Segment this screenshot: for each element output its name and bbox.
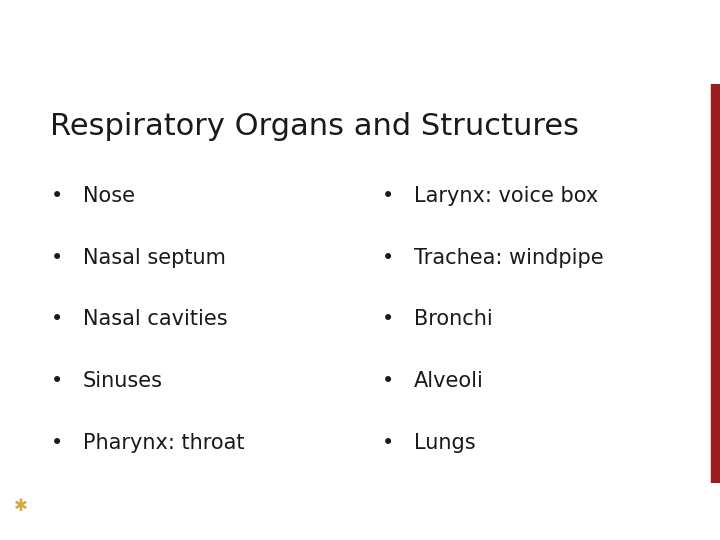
Text: •: •: [50, 309, 63, 329]
Text: May not be scanned, copied or duplicated, or posted to a publicly accessible web: May not be scanned, copied or duplicated…: [158, 518, 562, 528]
Text: HEALTH SCIENCE: HEALTH SCIENCE: [133, 47, 250, 60]
Text: SIMMERS: SIMMERS: [22, 15, 76, 25]
Text: Pharynx: throat: Pharynx: throat: [83, 433, 244, 454]
Text: Larynx: voice box: Larynx: voice box: [414, 186, 598, 206]
Text: Trachea: windpipe: Trachea: windpipe: [414, 247, 603, 267]
Text: •: •: [50, 372, 63, 392]
Text: •: •: [382, 186, 394, 206]
Text: •: •: [382, 309, 394, 329]
Text: •: •: [382, 247, 394, 267]
Text: Lungs: Lungs: [414, 433, 476, 454]
Text: •: •: [382, 372, 394, 392]
Text: •: •: [50, 247, 63, 267]
Text: •: •: [50, 186, 63, 206]
Text: Copyright © 2014 Cengage Learning. All Rights Reserved.: Copyright © 2014 Cengage Learning. All R…: [248, 497, 472, 506]
Text: •: •: [50, 433, 63, 454]
Text: ✱: ✱: [14, 497, 28, 516]
Text: Nose: Nose: [83, 186, 135, 206]
Text: Nasal septum: Nasal septum: [83, 247, 225, 267]
Text: CENGAGE: CENGAGE: [47, 495, 102, 505]
Text: Learning®: Learning®: [47, 518, 103, 529]
Text: DHO: DHO: [22, 25, 134, 68]
Text: •: •: [382, 433, 394, 454]
Text: Nasal cavities: Nasal cavities: [83, 309, 228, 329]
Text: Bronchi: Bronchi: [414, 309, 492, 329]
Bar: [711, 84, 720, 483]
Text: Alveoli: Alveoli: [414, 372, 484, 392]
Text: Sinuses: Sinuses: [83, 372, 163, 392]
Text: Respiratory Organs and Structures: Respiratory Organs and Structures: [50, 112, 580, 141]
